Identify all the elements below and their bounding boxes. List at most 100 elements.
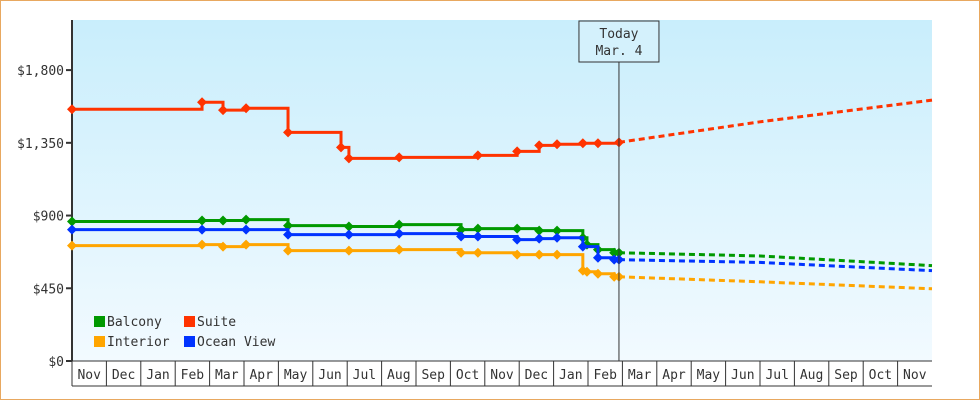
data-point [592, 268, 603, 279]
x-tick-label: Aug [387, 368, 410, 383]
plot-area [72, 20, 932, 361]
data-point [343, 221, 354, 232]
today-label: Today [599, 27, 638, 42]
data-point [197, 97, 208, 108]
series-projection-ocean-view [618, 258, 933, 273]
x-tick-label: Feb [181, 368, 205, 383]
legend-label: Balcony [107, 315, 162, 330]
data-point [218, 241, 229, 252]
x-tick-label: Jun [318, 368, 341, 383]
x-tick-label: Dec [525, 368, 548, 383]
series-projection-interior [618, 275, 933, 291]
today-date: Mar. 4 [595, 44, 642, 59]
data-point [67, 104, 77, 115]
x-tick-label: May [284, 368, 308, 383]
data-point [552, 232, 563, 243]
data-point [241, 224, 252, 235]
data-point [534, 140, 545, 151]
data-point [283, 220, 294, 231]
x-tick-label: Jul [765, 368, 788, 383]
data-point [456, 247, 467, 258]
x-tick-label: Apr [662, 368, 686, 383]
x-tick-label: Apr [249, 368, 273, 383]
data-point [512, 234, 523, 245]
data-point [534, 233, 545, 244]
x-tick-label: Nov [77, 368, 101, 383]
data-point [534, 249, 545, 260]
x-tick-label: Jun [731, 368, 754, 383]
x-tick-label: May [697, 368, 721, 383]
data-point [241, 103, 252, 114]
data-point [197, 215, 208, 226]
data-point [394, 152, 405, 163]
legend-label: Interior [107, 335, 170, 350]
y-tick-label: $900 [33, 210, 64, 225]
data-point [241, 239, 252, 250]
x-tick-label: Oct [456, 368, 479, 383]
data-point [552, 139, 563, 150]
data-point [472, 231, 483, 242]
data-point [394, 228, 405, 239]
y-tick-label: $0 [48, 355, 64, 370]
today-box [578, 20, 660, 63]
data-point [197, 239, 208, 250]
data-point [472, 223, 483, 234]
data-point [343, 229, 354, 240]
x-tick-label: Sep [421, 368, 445, 383]
data-point [283, 127, 294, 138]
x-tick-label: Sep [834, 368, 858, 383]
data-point [581, 266, 592, 277]
data-point [67, 240, 77, 251]
data-point [394, 244, 405, 255]
series-projection-suite [618, 98, 933, 144]
x-tick-label: Jan [146, 368, 169, 383]
data-point [343, 245, 354, 256]
data-point [456, 224, 467, 235]
legend-label: Suite [197, 315, 236, 330]
y-tick-label: $450 [33, 282, 64, 297]
data-point [534, 225, 545, 236]
legend-swatch [94, 336, 105, 347]
y-tick-label: $1,350 [17, 137, 64, 152]
x-tick-label: Aug [800, 368, 823, 383]
data-point [394, 219, 405, 230]
data-point [197, 224, 208, 235]
x-tick-label: Nov [903, 368, 927, 383]
data-point [283, 229, 294, 240]
x-tick-label: Feb [593, 368, 617, 383]
data-point [512, 146, 523, 157]
series-line-interior [72, 243, 619, 279]
legend-swatch [94, 316, 105, 327]
data-point [552, 249, 563, 260]
data-point [336, 142, 347, 153]
x-tick-label: Mar [215, 368, 239, 383]
data-point [592, 252, 603, 263]
legend-swatch [184, 316, 195, 327]
x-tick-label: Oct [869, 368, 892, 383]
data-point [67, 216, 77, 227]
data-point [343, 153, 354, 164]
data-point [592, 138, 603, 149]
x-tick-label: Nov [490, 368, 514, 383]
x-tick-label: Dec [112, 368, 135, 383]
data-point [512, 223, 523, 234]
series-projection-balcony [618, 251, 933, 268]
x-tick-label: Jul [353, 368, 376, 383]
data-point [241, 214, 252, 225]
data-point [577, 138, 588, 149]
legend-label: Ocean View [197, 335, 275, 350]
legend-swatch [184, 336, 195, 347]
data-point [552, 225, 563, 236]
data-point [512, 249, 523, 260]
y-tick-label: $1,800 [17, 64, 64, 79]
data-point [283, 245, 294, 256]
data-point [218, 215, 229, 226]
data-point [67, 224, 77, 235]
data-point [456, 231, 467, 242]
data-point [472, 150, 483, 161]
data-point [218, 105, 229, 116]
data-point [577, 241, 588, 252]
x-tick-label: Jan [559, 368, 582, 383]
